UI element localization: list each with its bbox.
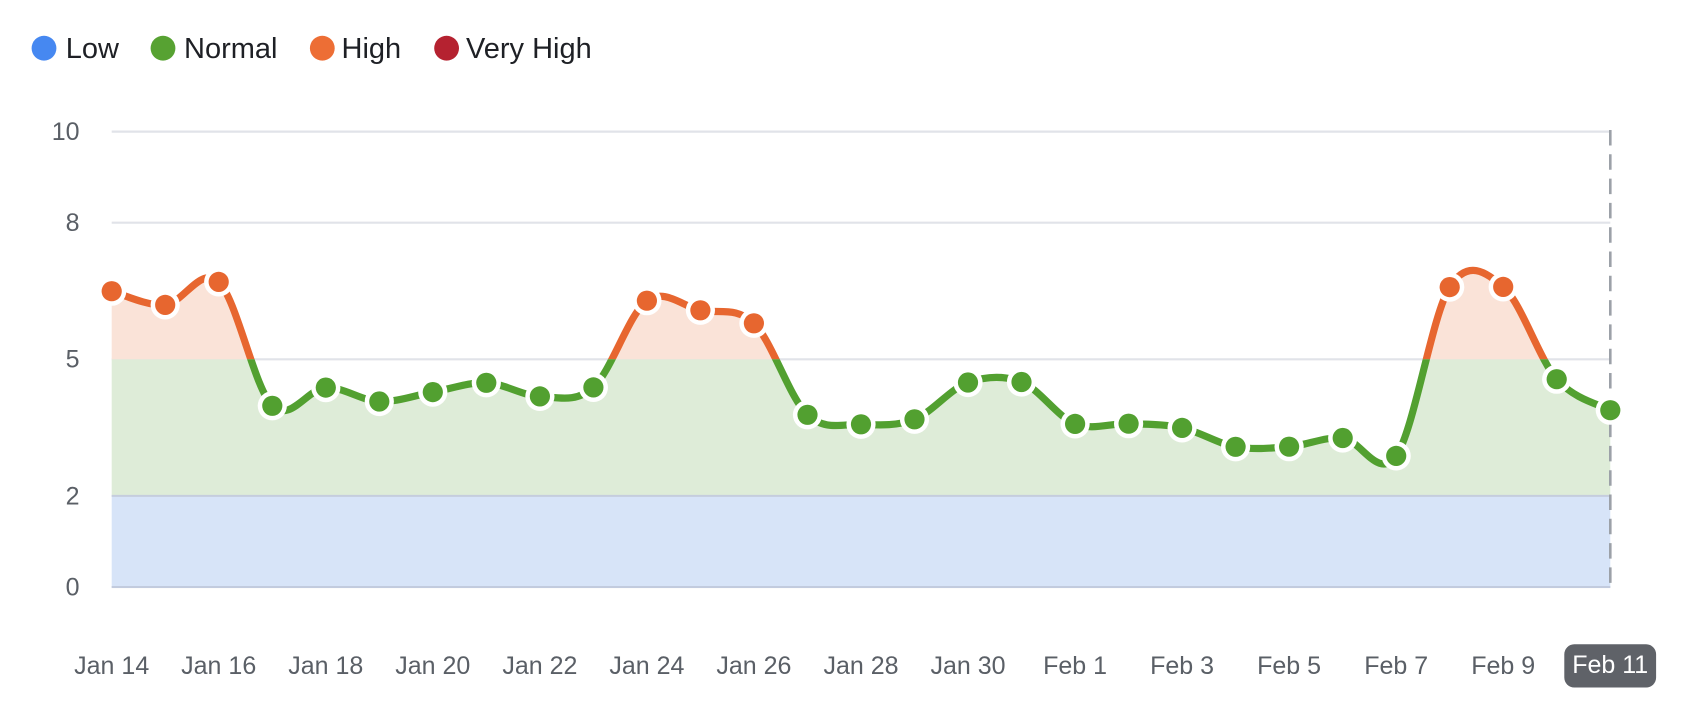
svg-text:Jan 20: Jan 20 [395,652,470,680]
svg-text:Jan 16: Jan 16 [181,652,256,680]
svg-text:Low: Low [66,33,120,65]
svg-text:Jan 30: Jan 30 [930,652,1005,680]
svg-text:Feb 1: Feb 1 [1043,652,1107,680]
svg-text:High: High [342,33,402,65]
svg-text:Jan 28: Jan 28 [823,652,898,680]
svg-text:Jan 18: Jan 18 [288,652,363,680]
svg-text:Feb 11: Feb 11 [1572,651,1648,679]
svg-text:Very High: Very High [466,33,592,65]
svg-text:0: 0 [66,573,80,601]
svg-text:Jan 24: Jan 24 [609,652,684,680]
svg-text:Normal: Normal [184,33,277,65]
svg-text:5: 5 [66,346,80,374]
svg-text:Feb 7: Feb 7 [1364,652,1428,680]
svg-text:8: 8 [66,209,80,237]
svg-text:Jan 14: Jan 14 [74,652,149,680]
svg-text:Jan 26: Jan 26 [716,652,791,680]
svg-text:Feb 5: Feb 5 [1257,652,1321,680]
svg-text:Jan 22: Jan 22 [502,652,577,680]
svg-text:10: 10 [52,118,80,146]
svg-text:Feb 3: Feb 3 [1150,652,1214,680]
svg-text:Feb 9: Feb 9 [1471,652,1535,680]
svg-text:2: 2 [66,482,80,510]
